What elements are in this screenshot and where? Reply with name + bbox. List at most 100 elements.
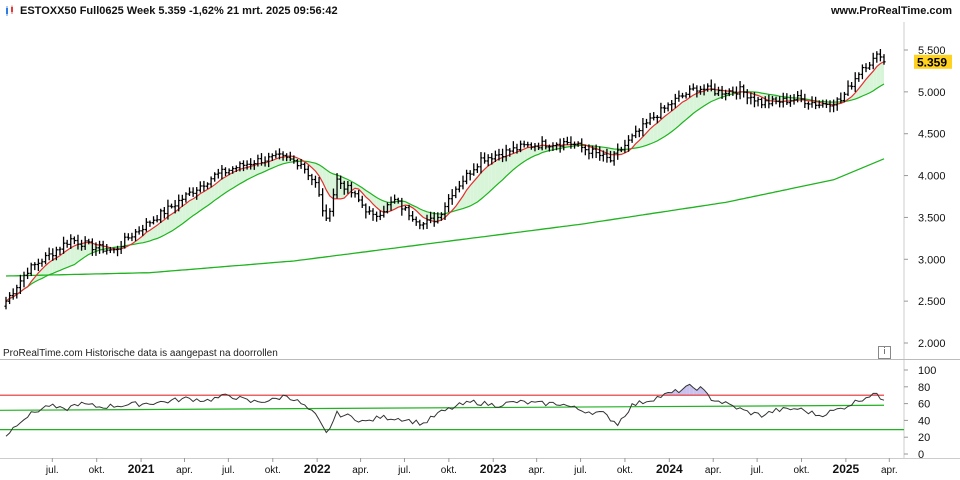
ohlc-bar <box>133 228 138 242</box>
ma-cloud-segment <box>700 91 705 109</box>
ma-cloud-segment <box>707 88 712 104</box>
x-axis-label: apr. <box>528 465 545 476</box>
ma-cloud-segment <box>196 193 201 214</box>
ma-cloud-segment <box>182 203 186 224</box>
ma-cloud-segment <box>459 195 463 210</box>
ohlc-bar <box>749 92 753 105</box>
ohlc-bar <box>756 96 760 107</box>
ohlc-bar <box>378 210 382 221</box>
ohlc-bar <box>346 180 350 194</box>
rsi-line <box>5 383 885 437</box>
ohlc-bar <box>832 99 836 113</box>
ohlc-bar <box>522 140 526 148</box>
ohlc-bar <box>572 141 577 149</box>
ohlc-bar <box>112 247 116 254</box>
ma-cloud-segment <box>513 152 517 170</box>
ohlc-bar <box>590 145 595 159</box>
ma-cloud-segment <box>92 243 96 253</box>
ohlc-bar <box>824 99 829 109</box>
ohlc-bar <box>277 148 282 160</box>
ohlc-bar <box>231 166 235 174</box>
ma-cloud-segment <box>247 166 251 180</box>
ohlc-bar <box>842 91 847 103</box>
rsi-chart[interactable]: 0 20 40 60 80 100 <box>0 360 960 458</box>
ma-cloud-segment <box>218 178 222 198</box>
ohlc-bar <box>670 100 674 111</box>
ma-cloud-segment <box>869 71 874 93</box>
rsi-overbought-segment <box>668 392 672 396</box>
ma-cloud-segment <box>704 89 708 106</box>
ohlc-bar <box>623 139 627 153</box>
ohlc-bar <box>414 216 418 226</box>
ohlc-bar <box>94 242 98 256</box>
ohlc-bar <box>763 96 767 109</box>
rsi-axis-label: 80 <box>918 382 930 394</box>
ma-cloud-segment <box>95 244 100 252</box>
ma-cloud-segment <box>664 113 669 137</box>
ma-cloud-segment <box>488 163 492 193</box>
ma-cloud-segment <box>250 165 255 178</box>
ohlc-bar <box>439 212 444 221</box>
ohlc-bar <box>799 89 803 103</box>
ma-long-line <box>5 158 885 277</box>
ohlc-bar <box>349 182 354 198</box>
ohlc-bar <box>634 125 638 139</box>
pane-separator[interactable] <box>0 359 960 360</box>
ohlc-bar <box>285 153 289 162</box>
brand-link[interactable]: www.ProRealTime.com <box>830 5 952 17</box>
ohlc-bar <box>875 51 879 63</box>
ohlc-bar <box>587 144 591 160</box>
ohlc-bar <box>364 203 368 219</box>
ma-cloud-segment <box>657 119 661 141</box>
ohlc-bar <box>22 271 26 288</box>
ma-cloud-segment <box>491 160 496 190</box>
ohlc-bar <box>281 151 285 161</box>
ohlc-bar <box>148 220 152 227</box>
x-axis-label: 2023 <box>480 462 507 476</box>
ma-cloud-segment <box>786 97 791 102</box>
ohlc-bar <box>810 96 814 108</box>
ma-cloud-segment <box>718 89 723 99</box>
ohlc-bar <box>101 240 105 254</box>
candlestick-logo-icon <box>6 5 13 16</box>
ohlc-bar <box>486 154 490 167</box>
x-axis-label: okt. <box>617 465 633 476</box>
ohlc-bar <box>860 64 865 80</box>
ma-cloud-segment <box>653 123 658 143</box>
ohlc-bar <box>83 236 87 250</box>
x-axis-label: apr. <box>176 465 193 476</box>
ma-cloud-segment <box>437 213 442 222</box>
x-axis-label: apr. <box>352 465 369 476</box>
ohlc-bar <box>785 93 789 105</box>
x-axis: jul. okt. 2021 apr. jul. okt. 2022 apr. jul. okt.… <box>45 458 898 476</box>
ohlc-bar <box>69 234 73 249</box>
ohlc-bar <box>659 102 663 120</box>
ohlc-bar <box>788 94 793 107</box>
ma-cloud-segment <box>232 170 237 189</box>
ma-cloud-segment <box>495 158 499 187</box>
ohlc-bar <box>432 212 436 227</box>
ma-cloud-segment <box>225 174 230 193</box>
price-axis-label: 3.500 <box>918 212 946 224</box>
ohlc-bar <box>540 136 544 151</box>
ohlc-bar <box>479 152 483 174</box>
ohlc-bar <box>774 96 778 105</box>
ohlc-bar <box>123 232 127 249</box>
ma-cloud-segment <box>671 108 676 132</box>
ma-cloud-segment <box>484 165 489 197</box>
ohlc-bar <box>393 194 397 204</box>
price-chart[interactable]: 2.000 2.500 3.000 3.500 4.000 4.500 5.000 5.500… <box>0 22 960 359</box>
price-axis-label: 5.000 <box>918 87 946 99</box>
ma-cloud-segment <box>470 181 474 206</box>
ma-cloud-segment <box>315 163 320 176</box>
ma-cloud-segment <box>77 243 82 262</box>
ohlc-bar <box>598 146 602 161</box>
x-axis-label: jul. <box>221 465 235 476</box>
info-icon[interactable]: i <box>878 346 891 359</box>
ohlc-bar <box>745 89 749 105</box>
rsi-axis-label: 60 <box>918 399 930 411</box>
ohlc-bar <box>36 258 40 271</box>
ohlc-bar <box>421 222 426 230</box>
ohlc-bar <box>569 136 573 149</box>
ma-cloud-segment <box>441 213 445 221</box>
